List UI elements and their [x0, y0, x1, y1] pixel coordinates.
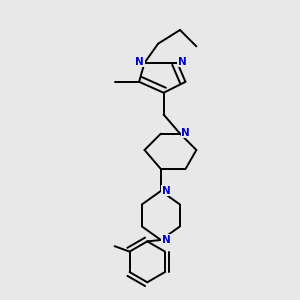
Text: N: N	[162, 186, 171, 196]
Text: N: N	[135, 57, 144, 67]
Text: N: N	[181, 128, 190, 138]
Text: N: N	[178, 57, 187, 67]
Text: N: N	[162, 235, 171, 245]
